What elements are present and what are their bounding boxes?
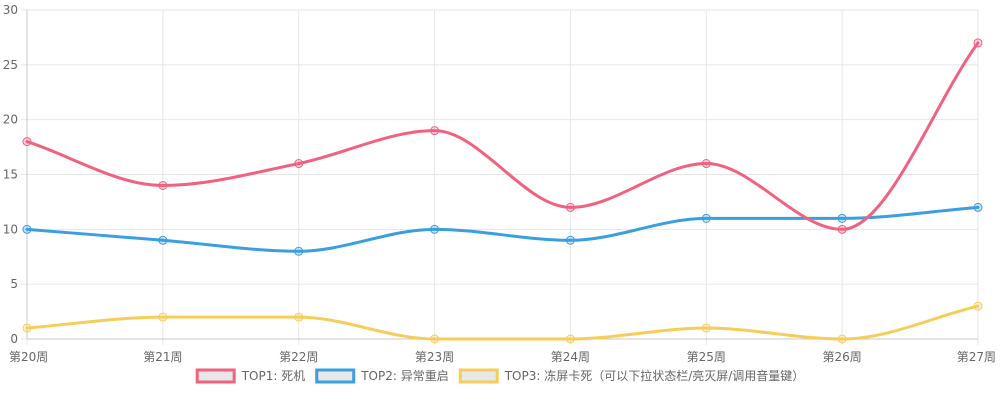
data-point-top2 (565, 235, 575, 245)
data-point-top1 (565, 202, 575, 212)
data-point-top3 (294, 312, 304, 322)
x-tick-label: 第27周 (957, 350, 996, 364)
data-points (22, 38, 983, 344)
data-point-top3 (158, 312, 168, 322)
series-lines (25, 41, 980, 341)
data-point-top2 (158, 235, 168, 245)
data-point-top3 (973, 301, 983, 311)
data-point-top1 (701, 159, 711, 169)
y-tick-label: 30 (3, 3, 18, 17)
x-tick-label: 第24周 (551, 350, 590, 364)
series-line-top1 (25, 41, 980, 231)
x-tick-label: 第26周 (823, 350, 862, 364)
x-tick-label: 第21周 (143, 350, 182, 364)
grid-lines (27, 9, 979, 339)
legend: TOP1: 死机 TOP2: 异常重启 TOP3: 冻屏卡死（可以下拉状态栏/亮灭屏… (195, 368, 805, 384)
data-point-top1 (837, 224, 847, 234)
series-line-top2 (25, 205, 980, 253)
data-point-top1 (158, 180, 168, 190)
y-tick-label: 0 (10, 332, 18, 346)
legend-swatch (315, 368, 356, 384)
x-tick-label: 第23周 (415, 350, 454, 364)
x-tick-label: 第22周 (279, 350, 318, 364)
legend-item-top3: TOP3: 冻屏卡死（可以下拉状态栏/亮灭屏/调用音量键） (458, 368, 805, 384)
data-point-top2 (294, 246, 304, 256)
data-point-top1 (430, 126, 440, 136)
legend-item-top2: TOP2: 异常重启 (315, 368, 449, 384)
data-point-top1 (973, 38, 983, 48)
x-tick-label: 第20周 (9, 350, 48, 364)
data-point-top3 (701, 323, 711, 333)
data-point-top2 (430, 224, 440, 234)
data-point-top2 (22, 224, 32, 234)
y-tick-label: 25 (3, 58, 18, 72)
data-point-top2 (701, 213, 711, 223)
y-tick-label: 20 (3, 113, 18, 127)
legend-swatch (458, 368, 499, 384)
data-point-top3 (430, 334, 440, 344)
legend-label: TOP2: 异常重启 (360, 369, 449, 383)
data-point-top3 (22, 323, 32, 333)
data-point-top3 (837, 334, 847, 344)
data-point-top1 (294, 159, 304, 169)
y-tick-label: 10 (3, 222, 18, 236)
series-line-top3 (25, 304, 980, 341)
legend-item-top1: TOP1: 死机 (195, 368, 306, 384)
x-tick-label: 第25周 (687, 350, 726, 364)
data-point-top2 (973, 202, 983, 212)
legend-label: TOP1: 死机 (241, 369, 306, 383)
y-tick-label: 5 (10, 277, 18, 291)
legend-swatch (195, 368, 236, 384)
legend-label: TOP3: 冻屏卡死（可以下拉状态栏/亮灭屏/调用音量键） (504, 368, 805, 383)
data-point-top3 (565, 334, 575, 344)
data-point-top2 (837, 213, 847, 223)
y-tick-label: 15 (3, 168, 18, 182)
data-point-top1 (22, 137, 32, 147)
